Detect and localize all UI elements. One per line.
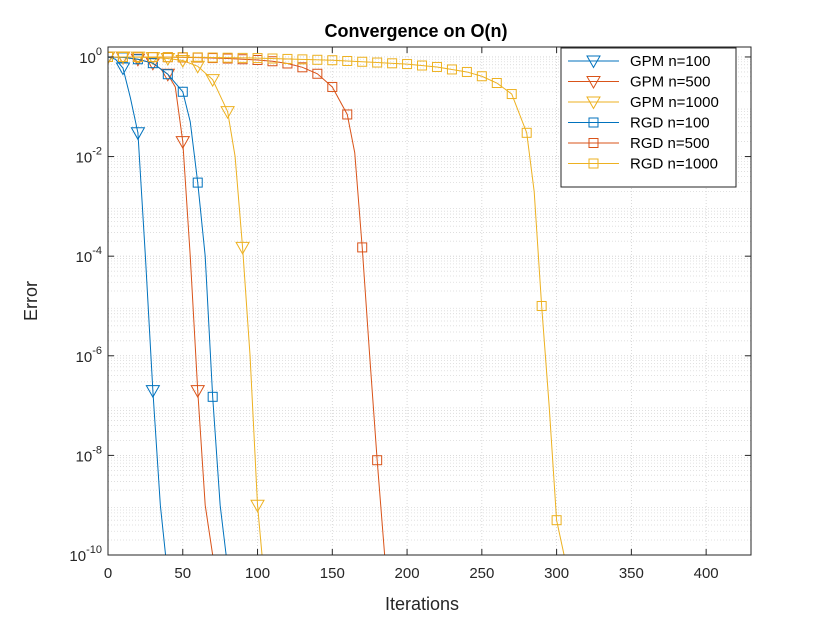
plot-frame [107,46,752,556]
series-rgd-n-1000 [108,51,565,555]
data-point-marker [117,52,128,63]
y-tick-labels: 100 10-2 10-4 10-6 10-8 10-10 [69,46,102,565]
minor-grid [108,58,751,541]
data-point-marker [312,54,323,65]
x-tick-label: 200 [395,565,420,582]
legend-label: GPM n=500 [630,74,710,91]
data-point-marker [491,78,502,89]
data-point-marker [431,61,442,72]
data-point-marker [372,57,383,68]
legend-entry: RGD n=1000 [568,156,718,173]
data-point-marker [551,515,562,526]
x-tick-label: 50 [174,565,191,582]
legend-label: RGD n=500 [630,135,710,152]
data-point-marker [222,52,233,63]
legend-marker [588,138,599,148]
legend-label: GPM n=1000 [630,94,719,111]
data-point-marker [160,53,176,67]
x-axis-label: Iterations [385,594,459,614]
data-point-marker [147,52,158,63]
data-point-marker [297,54,308,65]
data-point-marker [417,60,428,71]
x-tick-label: 250 [469,565,494,582]
data-point-marker [342,109,353,120]
x-tick-labels: 0 50 100 150 200 250 300 350 400 [104,565,719,582]
data-point-marker [536,300,547,311]
data-point-marker [192,52,203,63]
x-tick-label: 0 [104,565,112,582]
y-axis-label: Error [21,281,41,321]
data-point-marker [130,127,146,141]
data-point-marker [132,52,143,63]
y-tick-label: 10-6 [76,345,102,366]
data-point-marker [327,81,338,92]
data-point-marker [147,58,158,69]
data-point-marker [357,56,368,67]
x-tick-label: 400 [694,565,719,582]
legend-label: GPM n=100 [630,53,710,70]
series-line [108,56,565,555]
legend-label: RGD n=100 [630,115,710,132]
major-grid [107,47,751,556]
legend-label: RGD n=1000 [630,156,718,173]
data-point-marker [357,242,368,253]
x-tick-label: 150 [320,565,345,582]
data-point-marker [177,86,188,97]
y-tick-label: 100 [79,46,102,67]
data-point-marker [162,52,173,63]
data-point-marker [402,59,413,70]
data-point-marker [237,52,248,63]
data-point-marker [207,391,218,402]
data-point-marker [175,136,191,150]
data-point-marker [220,106,235,120]
data-point-marker [235,241,250,255]
x-tick-label: 300 [544,565,569,582]
x-tick-label: 100 [245,565,270,582]
data-point-marker [108,51,116,65]
data-point-marker [250,499,265,513]
y-tick-label: 10-2 [76,146,102,167]
data-point-marker [267,53,278,64]
data-point-marker [192,177,203,188]
y-tick-label: 10-10 [69,544,102,565]
legend-entry: GPM n=100 [568,53,710,70]
data-point-marker [312,68,323,79]
data-point-marker [521,127,532,138]
y-tick-label: 10-8 [76,444,102,465]
legend-entry: GPM n=500 [568,74,710,91]
data-point-marker [461,66,472,77]
legend-entry: RGD n=500 [568,135,710,152]
data-point-marker [342,55,353,66]
data-point-marker [190,60,206,74]
data-point-marker [190,385,206,399]
data-point-marker [387,58,398,69]
data-point-marker [476,71,487,82]
legend-marker [586,55,601,69]
legend-marker [588,158,599,169]
data-point-marker [372,455,383,466]
data-point-marker [327,55,338,66]
legend-marker [586,96,601,110]
data-point-marker [297,62,308,73]
data-point-marker [207,52,218,63]
x-tick-label: 350 [619,565,644,582]
data-point-marker [145,385,161,399]
legend-entry: GPM n=1000 [568,94,719,111]
legend-entry: RGD n=100 [568,115,710,132]
data-point-marker [506,89,517,100]
legend-marker [588,117,599,128]
data-point-marker [205,74,221,88]
chart-title: Convergence on O(n) [324,21,507,41]
data-point-marker [282,53,293,64]
data-point-marker [252,53,263,64]
legend: GPM n=100 GPM n=500 GPM n=1000 RGD n=100 RGD… [560,47,737,188]
legend-marker [586,76,601,90]
series-layer [108,51,565,555]
data-point-marker [162,69,173,80]
series-line [108,56,227,555]
data-point-marker [446,64,457,75]
y-tick-label: 10-4 [76,245,102,266]
